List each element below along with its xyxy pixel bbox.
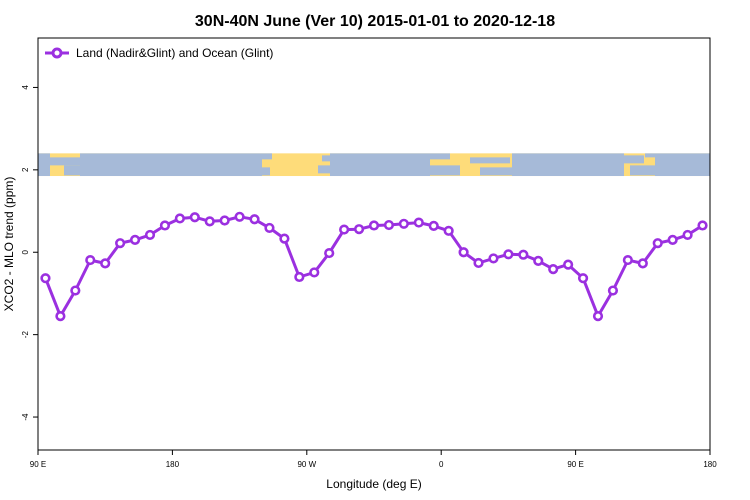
- x-axis: 90 E 180 90 W 0 90 E 180: [30, 450, 717, 469]
- data-point: [368, 220, 380, 231]
- data-point: [503, 249, 514, 260]
- series-layer: [40, 211, 708, 322]
- data-point: [697, 220, 708, 231]
- map-strip-coast: [430, 153, 450, 160]
- data-point: [637, 258, 648, 269]
- legend-label: Land (Nadir&Glint) and Ocean (Glint): [76, 46, 273, 60]
- map-strip-ocean: [655, 153, 710, 177]
- x-tick-label: 90 E: [567, 460, 583, 469]
- x-tick-label: 180: [166, 460, 180, 469]
- data-point: [249, 214, 260, 225]
- y-axis: -4 -2 0 2 4: [21, 85, 38, 421]
- map-strip-coast: [50, 157, 80, 166]
- data-point: [100, 258, 111, 269]
- data-point: [577, 273, 589, 284]
- y-tick-label: -2: [21, 331, 30, 339]
- map-strip-coast: [262, 167, 270, 176]
- x-tick-label: 90 W: [297, 460, 316, 469]
- y-tick-label: 2: [21, 167, 30, 172]
- y-tick-label: 0: [21, 249, 30, 254]
- map-strip-coast: [64, 165, 80, 176]
- map-strip-coast: [624, 155, 644, 164]
- legend-marker: [51, 47, 63, 59]
- map-strip-ocean: [330, 153, 430, 177]
- data-point: [622, 254, 633, 266]
- map-strip-coast: [322, 155, 330, 162]
- data-point: [339, 224, 350, 235]
- data-point: [129, 234, 141, 245]
- y-tick-label: 4: [21, 85, 30, 90]
- map-strip-coast: [645, 153, 655, 158]
- x-tick-label: 180: [703, 460, 717, 469]
- map-strip-ocean: [80, 153, 262, 177]
- y-tick-label: -4: [21, 413, 30, 421]
- data-point: [383, 219, 395, 231]
- map-strip-coast: [630, 165, 655, 176]
- series-line: [44, 215, 704, 318]
- map-strip: [38, 153, 710, 177]
- data-point: [55, 311, 66, 322]
- data-point: [533, 255, 544, 266]
- data-point: [40, 273, 51, 284]
- data-point: [159, 220, 171, 231]
- data-point: [488, 253, 499, 264]
- data-point: [428, 220, 439, 231]
- map-strip-ocean: [512, 153, 624, 177]
- data-point: [607, 285, 619, 296]
- data-point: [473, 257, 484, 269]
- data-point: [563, 259, 574, 270]
- data-point: [234, 211, 245, 222]
- data-point: [115, 238, 126, 249]
- y-axis-label: XCO2 - MLO trend (ppm): [2, 177, 16, 312]
- data-point: [189, 212, 200, 223]
- data-point: [264, 222, 275, 234]
- data-point: [413, 217, 424, 228]
- data-point: [279, 233, 290, 244]
- data-point: [667, 234, 678, 245]
- data-point: [324, 247, 335, 259]
- data-point: [548, 264, 559, 275]
- data-point: [443, 225, 454, 236]
- x-tick-label: 0: [439, 460, 444, 469]
- data-point: [398, 218, 409, 229]
- map-strip-coast: [262, 153, 272, 160]
- data-point: [458, 247, 469, 258]
- map-strip-coast: [480, 167, 512, 176]
- data-point: [204, 216, 215, 227]
- data-point: [309, 267, 320, 278]
- data-point: [353, 224, 365, 235]
- data-point: [144, 229, 156, 241]
- map-strip-coast: [470, 157, 510, 164]
- chart-title: 30N-40N June (Ver 10) 2015-01-01 to 2020…: [195, 13, 555, 30]
- map-strip-coast: [430, 165, 460, 176]
- data-point: [518, 249, 529, 260]
- data-point: [294, 271, 305, 283]
- plot-frame: [37, 37, 711, 451]
- data-point: [592, 311, 604, 322]
- x-tick-label: 90 E: [30, 460, 46, 469]
- data-point: [219, 215, 230, 226]
- data-point: [85, 254, 96, 266]
- data-point: [174, 213, 185, 224]
- map-strip-coast: [318, 165, 330, 174]
- data-point: [682, 229, 693, 241]
- map-strip-ocean: [38, 153, 50, 177]
- data-point: [652, 238, 663, 249]
- data-point: [70, 285, 81, 296]
- legend: Land (Nadir&Glint) and Ocean (Glint): [45, 46, 273, 60]
- x-axis-label: Longitude (deg E): [326, 477, 421, 491]
